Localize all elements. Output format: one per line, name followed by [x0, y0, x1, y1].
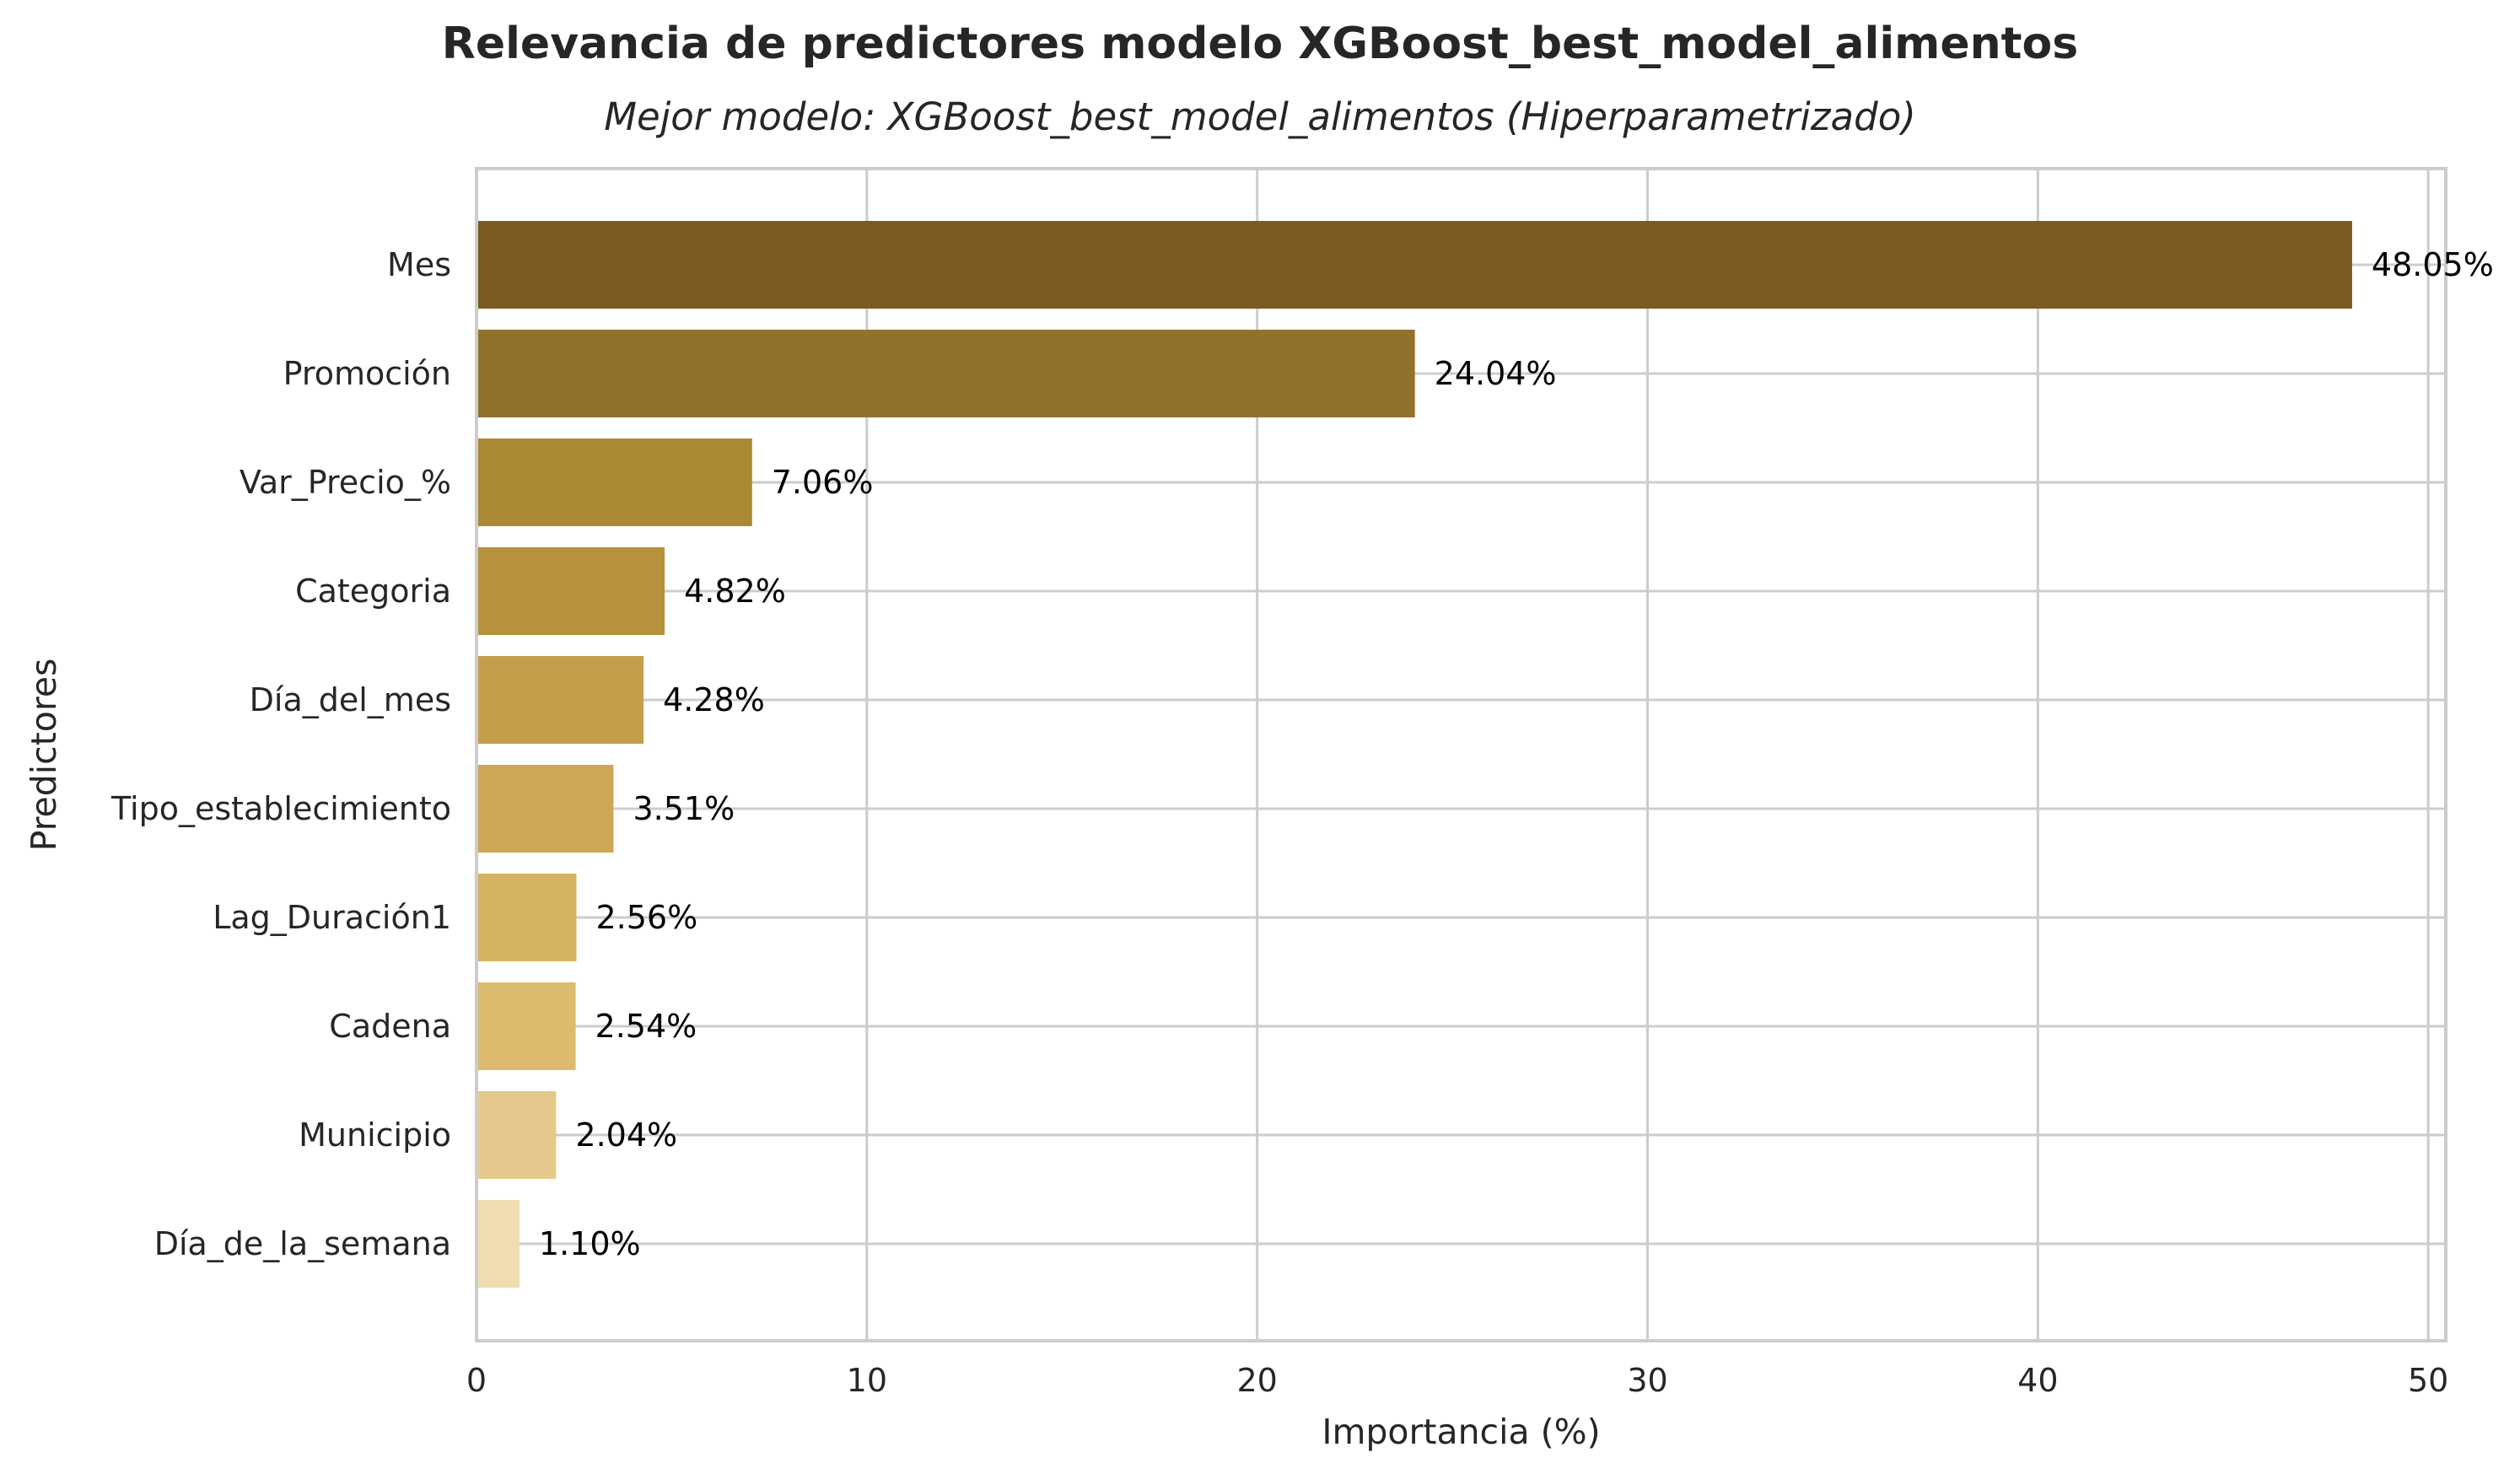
y-axis-label: Predictores — [24, 659, 64, 852]
x-tick-label: 0 — [466, 1362, 487, 1399]
data-label: 2.56% — [595, 899, 697, 936]
data-label: 4.28% — [663, 681, 765, 718]
y-tick-label: Tipo_establecimiento — [110, 790, 451, 827]
bar — [477, 438, 752, 526]
bar — [477, 221, 2352, 309]
x-tick-label: 10 — [847, 1362, 887, 1399]
bar — [477, 1200, 520, 1288]
y-tick-label: Categoria — [295, 573, 451, 610]
y-tick-label: Cadena — [329, 1008, 451, 1045]
bar — [477, 1091, 557, 1179]
bar — [477, 874, 577, 961]
data-label: 24.04% — [1435, 355, 1557, 392]
bar — [477, 656, 644, 744]
x-tick-label: 30 — [1627, 1362, 1667, 1399]
bar — [477, 765, 614, 853]
y-tick-label: Día_del_mes — [250, 681, 451, 718]
y-tick-label: Var_Precio_% — [240, 464, 451, 501]
chart-title: Relevancia de predictores modelo XGBoost… — [441, 19, 2079, 69]
x-axis-label: Importancia (%) — [1322, 1412, 1600, 1452]
data-label: 2.04% — [575, 1116, 677, 1154]
data-label: 1.10% — [539, 1225, 641, 1262]
x-tick-label: 50 — [2408, 1362, 2448, 1399]
y-tick-label: Lag_Duración1 — [213, 899, 451, 936]
data-label: 4.82% — [684, 573, 786, 610]
y-tick-label: Día_de_la_semana — [154, 1225, 451, 1262]
y-tick-label: Municipio — [299, 1116, 451, 1154]
data-label: 7.06% — [772, 464, 874, 501]
chart-subtitle: Mejor modelo: XGBoost_best_model_aliment… — [604, 94, 1916, 139]
data-label: 48.05% — [2372, 246, 2494, 283]
bars — [477, 221, 2352, 1288]
bar — [477, 982, 576, 1070]
labels: 0 10 20 30 40 50 Mes 48.05% Promoción 24.04% Var_P… — [110, 246, 2494, 1399]
data-label: 2.54% — [595, 1008, 697, 1045]
y-tick-label: Mes — [387, 246, 451, 283]
data-label: 3.51% — [633, 790, 735, 827]
y-tick-label: Promoción — [283, 355, 451, 392]
bar — [477, 547, 665, 635]
x-tick-label: 20 — [1236, 1362, 1277, 1399]
bar — [477, 330, 1415, 417]
plot-frame — [475, 167, 2447, 1342]
x-tick-label: 40 — [2017, 1362, 2058, 1399]
